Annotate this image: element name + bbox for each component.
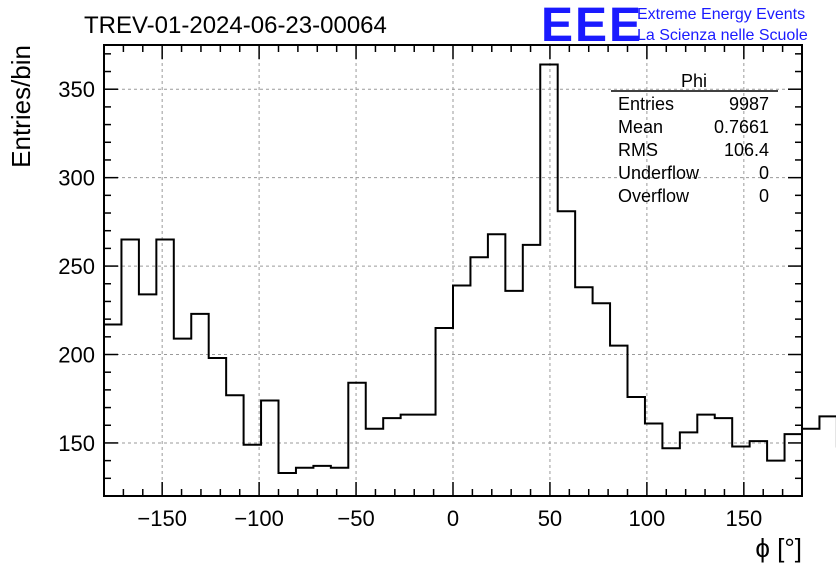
histogram-series xyxy=(104,63,836,475)
grid-lines xyxy=(104,45,802,496)
stats-row-label: Entries xyxy=(618,94,674,114)
eee-logo: EEE xyxy=(541,0,643,52)
brand-line-2: La Scienza nelle Scuole xyxy=(637,27,808,44)
eee-brand: EEE Extreme Energy Events La Scienza nel… xyxy=(541,0,808,52)
stats-row-value: 9987 xyxy=(729,94,769,114)
stats-row-value: 106.4 xyxy=(724,140,769,160)
plot-frame xyxy=(103,44,803,497)
y-tick-label: 350 xyxy=(58,77,95,102)
y-axis-label: Entries/bin xyxy=(6,45,36,168)
stats-row-label: Overflow xyxy=(618,186,690,206)
x-tick-label: −100 xyxy=(234,506,284,531)
y-tick-label: 200 xyxy=(58,343,95,368)
brand-line-1: Extreme Energy Events xyxy=(637,6,805,23)
stats-row-value: 0 xyxy=(759,186,769,206)
stats-row-value: 0 xyxy=(759,163,769,183)
stats-row-label: Mean xyxy=(618,117,663,137)
x-axis-label: ϕ [°] xyxy=(755,533,802,563)
stats-row-label: Underflow xyxy=(618,163,700,183)
y-tick-label: 250 xyxy=(58,254,95,279)
y-tick-label: 150 xyxy=(58,431,95,456)
x-tick-label: 100 xyxy=(629,506,666,531)
chart-title: TREV-01-2024-06-23-00064 xyxy=(84,12,387,39)
axis-ticks xyxy=(104,45,802,496)
x-tick-label: 50 xyxy=(538,506,562,531)
x-tick-label: −50 xyxy=(337,506,374,531)
stats-title: Phi xyxy=(681,71,707,91)
tick-labels: −150 −100 −50 0 50 100 150 150 200 250 300 350 xyxy=(58,77,762,531)
x-tick-label: −150 xyxy=(137,506,187,531)
x-tick-label: 0 xyxy=(447,506,459,531)
stats-row-value: 0.7661 xyxy=(714,117,769,137)
y-tick-label: 300 xyxy=(58,166,95,191)
stats-box: Phi Entries 9987 Mean 0.7661 RMS 106.4 Underfl… xyxy=(611,71,778,206)
stats-row-label: RMS xyxy=(618,140,658,160)
x-tick-label: 150 xyxy=(725,506,762,531)
